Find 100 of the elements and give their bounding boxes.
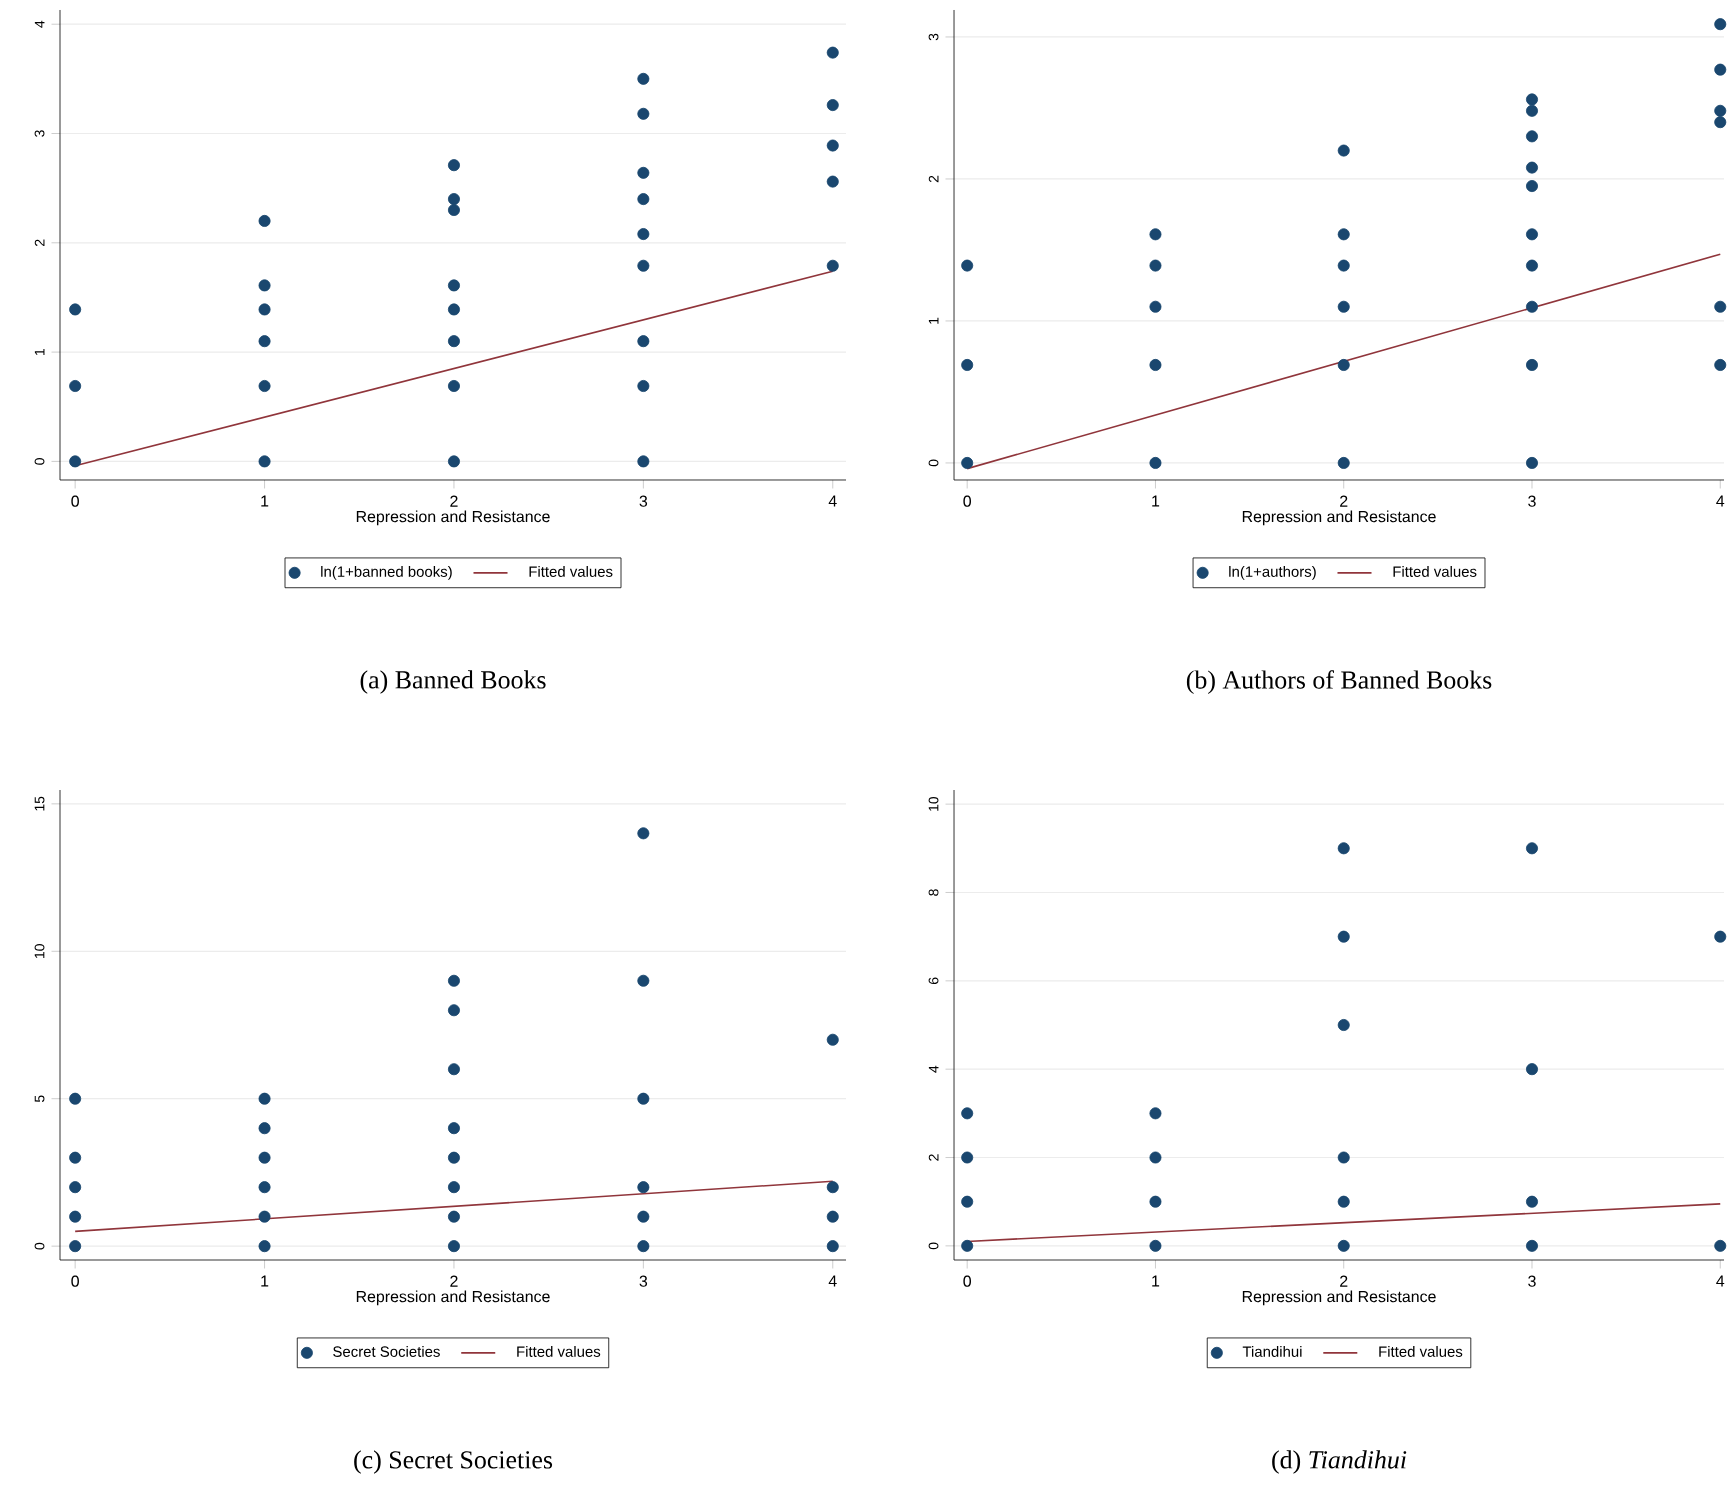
point [1337, 456, 1350, 469]
point [447, 1210, 460, 1223]
point [1525, 1195, 1538, 1208]
point [826, 1210, 839, 1223]
point [1714, 116, 1727, 129]
point [961, 1107, 974, 1120]
point [961, 1151, 974, 1164]
point [258, 335, 271, 348]
point [258, 1240, 271, 1253]
point [447, 1004, 460, 1017]
point [69, 455, 82, 468]
point [447, 379, 460, 392]
point [447, 159, 460, 172]
point [637, 335, 650, 348]
point [258, 279, 271, 292]
point [1525, 228, 1538, 241]
point [1525, 259, 1538, 272]
point [1525, 130, 1538, 143]
point [447, 193, 460, 206]
point [637, 1240, 650, 1253]
point [1337, 1151, 1350, 1164]
point [69, 1181, 82, 1194]
point [1149, 1195, 1162, 1208]
point [1525, 161, 1538, 174]
text: (d) Tiandihui [1272, 1450, 1407, 1474]
point [1149, 228, 1162, 241]
point [637, 1210, 650, 1223]
point [637, 827, 650, 840]
point [1525, 1063, 1538, 1076]
point [826, 1240, 839, 1253]
point [1525, 456, 1538, 469]
point [258, 379, 271, 392]
point [1714, 18, 1727, 31]
point [1714, 358, 1727, 371]
point [447, 1240, 460, 1253]
point [961, 1239, 974, 1252]
point [826, 1181, 839, 1194]
point [258, 214, 271, 227]
point [1337, 930, 1350, 943]
point [1149, 1239, 1162, 1252]
point [1149, 1151, 1162, 1164]
point [258, 1122, 271, 1135]
point [1714, 63, 1727, 76]
point [258, 1210, 271, 1223]
point [1337, 842, 1350, 855]
point [1525, 93, 1538, 106]
point [69, 1092, 82, 1105]
point [961, 259, 974, 272]
text: (a) Banned Books [360, 670, 546, 694]
point [69, 1240, 82, 1253]
point [69, 1210, 82, 1223]
point [637, 259, 650, 272]
point [1714, 300, 1727, 313]
point [1714, 104, 1727, 117]
point [258, 1092, 271, 1105]
point [69, 303, 82, 316]
point [1525, 300, 1538, 313]
point [69, 1151, 82, 1164]
point [961, 358, 974, 371]
point [447, 335, 460, 348]
point [1149, 358, 1162, 371]
point [1337, 259, 1350, 272]
point [447, 204, 460, 217]
point [1525, 358, 1538, 371]
point [1149, 1107, 1162, 1120]
point [637, 166, 650, 179]
point [826, 46, 839, 59]
point [1337, 1019, 1350, 1031]
point [447, 1122, 460, 1135]
point [1337, 358, 1350, 371]
point [1337, 300, 1350, 313]
point [637, 193, 650, 206]
point [1525, 180, 1538, 193]
point [637, 379, 650, 392]
point [1714, 930, 1727, 943]
point [637, 455, 650, 468]
point [1149, 259, 1162, 272]
point [637, 72, 650, 85]
point [447, 974, 460, 987]
point [1714, 1239, 1727, 1252]
point [258, 455, 271, 468]
point [447, 455, 460, 468]
point [637, 228, 650, 241]
point [826, 259, 839, 272]
text: (c) Secret Societies [354, 1450, 553, 1474]
point [637, 1181, 650, 1194]
point [1149, 456, 1162, 469]
point [1337, 228, 1350, 241]
point [447, 1151, 460, 1164]
point [1525, 104, 1538, 117]
point [447, 279, 460, 292]
point [1337, 144, 1350, 157]
point [826, 99, 839, 112]
point [637, 107, 650, 120]
point [69, 379, 82, 392]
point [826, 1033, 839, 1046]
point [1337, 1195, 1350, 1208]
point [258, 1181, 271, 1194]
point [447, 1181, 460, 1194]
point [637, 974, 650, 987]
